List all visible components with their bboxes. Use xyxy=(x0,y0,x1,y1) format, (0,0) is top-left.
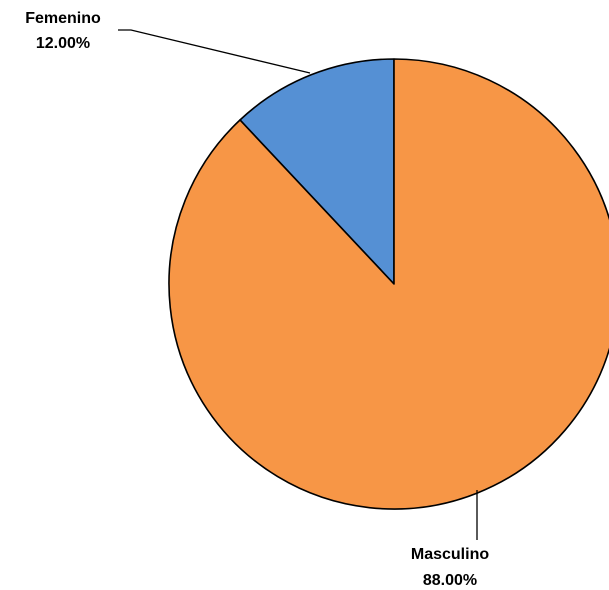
data-labels: Femenino 12.00% Masculino 88.00% xyxy=(25,10,489,589)
leader-line-femenino xyxy=(118,29,311,74)
slice-label-femenino: Femenino xyxy=(25,10,101,27)
slice-value-femenino: 12.00% xyxy=(36,35,90,52)
pie-slice-femenino xyxy=(239,58,395,285)
slice-value-masculino: 88.00% xyxy=(423,572,477,589)
leader-lines xyxy=(118,29,478,540)
slice-label-masculino: Masculino xyxy=(411,546,489,563)
pie-slices xyxy=(168,58,609,510)
